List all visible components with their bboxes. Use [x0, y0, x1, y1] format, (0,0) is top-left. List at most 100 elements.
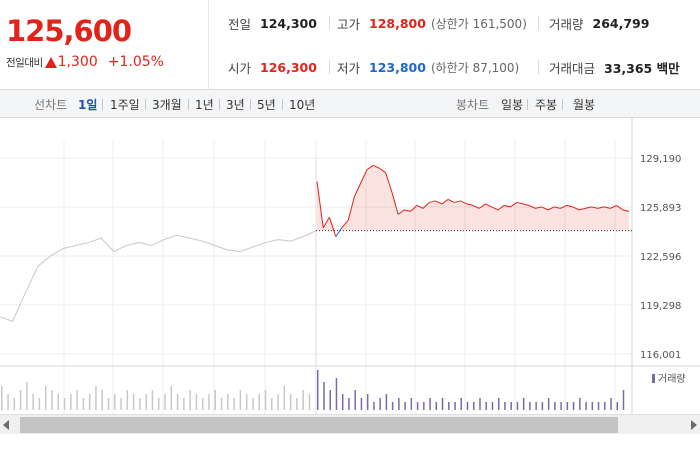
candle-monthly-tab[interactable]: 월봉 — [573, 98, 596, 112]
divider — [102, 99, 103, 110]
prev-close-value: 124,300 — [260, 15, 317, 31]
volume-bar-prev — [19, 390, 22, 410]
y-tick-label: 119,298 — [640, 301, 681, 312]
volume-bar-prev — [214, 390, 217, 410]
amount-cell: 거래대금 33,365 백만 — [549, 57, 680, 77]
low-label: 저가 — [337, 60, 361, 76]
volume-bar-prev — [296, 398, 298, 410]
volume-bar-today — [510, 402, 512, 410]
volume-bar-prev — [170, 386, 173, 410]
volume-cell: 거래량 264,799 — [549, 13, 649, 33]
volume-bar-prev — [258, 394, 260, 410]
volume-bar-prev — [132, 394, 135, 410]
period-10y-tab[interactable]: 10년 — [289, 98, 316, 112]
y-tick-label: 122,596 — [640, 252, 681, 263]
low-value: 123,800 — [369, 59, 426, 75]
scroll-left-arrow-icon[interactable] — [3, 420, 9, 430]
prev-close-label: 전일 — [228, 16, 252, 32]
volume-bar-today — [329, 390, 331, 410]
volume-bar-prev — [233, 398, 235, 410]
volume-bar-prev — [13, 398, 16, 410]
today-line-segment — [578, 207, 586, 211]
today-line-segment — [322, 217, 330, 228]
today-line-segment — [460, 200, 467, 205]
period-1y-tab[interactable]: 1년 — [195, 98, 214, 112]
scroll-right-arrow-icon[interactable] — [691, 420, 697, 430]
volume-bar-prev — [308, 394, 311, 410]
volume-bar-today — [516, 402, 519, 410]
period-3m-tab[interactable]: 3개월 — [152, 98, 182, 112]
volume-bar-today — [610, 398, 612, 410]
today-line-segment — [435, 200, 443, 205]
today-line-segment — [316, 181, 324, 228]
divider — [538, 16, 539, 30]
today-area-fill — [317, 165, 629, 231]
today-line-segment — [410, 205, 418, 212]
volume-bar-today — [466, 402, 469, 410]
today-line-segment — [454, 200, 461, 203]
divider — [145, 99, 146, 110]
period-3y-tab[interactable]: 3년 — [226, 98, 245, 112]
volume-bar-today — [554, 402, 556, 410]
today-line-segment — [622, 209, 630, 212]
volume-bar-today — [504, 402, 506, 410]
volume-bar-today — [416, 402, 419, 410]
volume-bar-today — [591, 402, 594, 410]
volume-value: 264,799 — [592, 15, 650, 31]
volume-bar-prev — [38, 398, 41, 410]
volume-legend-swatch — [652, 374, 655, 383]
period-5y-tab[interactable]: 5년 — [257, 98, 276, 112]
volume-bar-prev — [264, 390, 267, 410]
change-amount: 1,300 — [57, 54, 98, 70]
line-chart-label: 선차트 — [34, 98, 68, 112]
volume-bar-prev — [289, 394, 292, 410]
previous-day-line — [0, 230, 317, 322]
volume-bar-today — [373, 402, 375, 410]
today-line-segment — [341, 219, 349, 229]
volume-bar-today — [460, 398, 463, 410]
y-tick-label: 125,893 — [640, 203, 681, 214]
volume-bar-prev — [88, 394, 91, 410]
today-line-segment — [404, 209, 411, 212]
up-triangle-icon — [44, 56, 57, 68]
divider — [219, 99, 220, 110]
volume-bar-today — [354, 390, 356, 410]
volume-bar-today — [604, 402, 606, 410]
chart-scrollbar[interactable] — [0, 414, 700, 434]
volume-bar-prev — [151, 390, 154, 410]
quote-panel: 125,600 전일대비 1,300 +1.05% 전일 124,300 고가 … — [0, 0, 700, 90]
volume-bar-today — [335, 378, 338, 410]
today-line-segment — [422, 202, 430, 209]
today-line-segment — [478, 203, 486, 209]
upper-limit: (상한가 161,500) — [430, 16, 527, 31]
volume-bar-today — [404, 402, 406, 410]
candle-daily-tab[interactable]: 일봉 — [501, 98, 524, 112]
today-line-segment — [397, 209, 405, 215]
volume-bar-today — [398, 398, 400, 410]
candle-weekly-tab[interactable]: 주봉 — [535, 98, 558, 112]
today-line-segment — [497, 204, 505, 211]
volume-bar-prev — [283, 386, 286, 410]
volume-bar-today — [435, 402, 438, 410]
today-line-segment — [522, 203, 530, 206]
today-line-segment — [572, 206, 580, 211]
volume-bar-prev — [57, 394, 60, 410]
volume-bar-prev — [302, 390, 304, 410]
low-cell: 저가 123,800 (하한가 87,100) — [337, 57, 519, 77]
scroll-thumb[interactable] — [20, 417, 618, 433]
today-line-segment — [535, 206, 542, 209]
change-label: 전일대비 — [6, 56, 43, 69]
today-line-segment — [416, 204, 424, 209]
volume-bar-today — [597, 402, 600, 410]
today-line-segment — [347, 196, 355, 221]
period-1w-tab[interactable]: 1주일 — [110, 98, 140, 112]
divider — [562, 99, 563, 110]
today-line-segment — [485, 203, 492, 208]
today-line-segment — [510, 202, 517, 208]
volume-bar-prev — [107, 398, 110, 410]
volume-bar-prev — [101, 390, 103, 410]
today-line-segment — [353, 182, 362, 197]
chart-svg: 129,190 125,893 122,596 119,298 116,001 거래량 — [0, 118, 700, 414]
today-line-segment — [491, 206, 499, 211]
period-1d-tab[interactable]: 1일 — [78, 98, 98, 112]
